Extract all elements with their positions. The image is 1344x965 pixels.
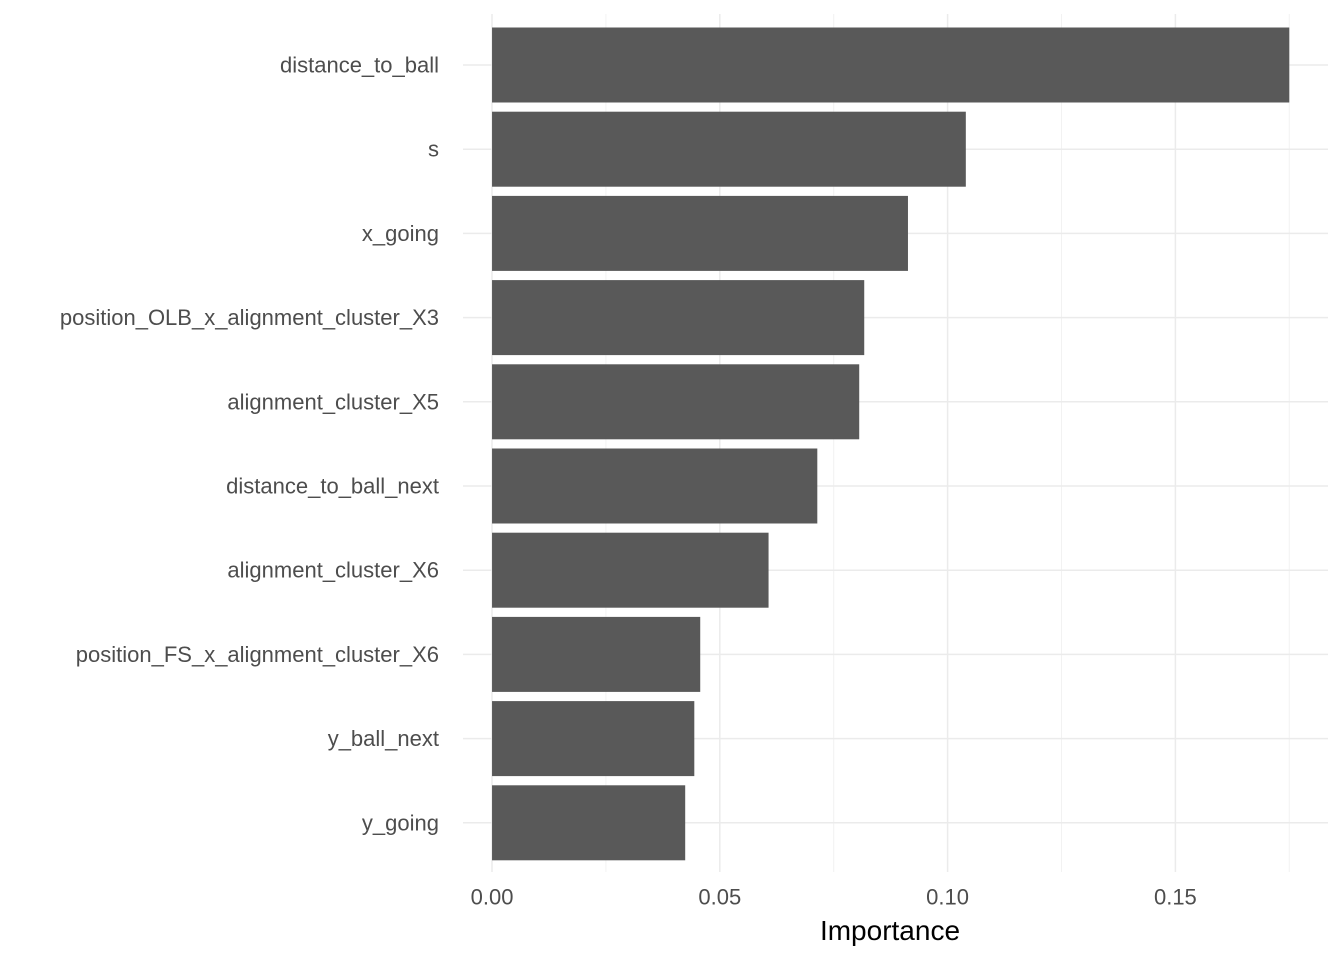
x-tick-label: 0.10 <box>926 885 969 910</box>
bar-y-going <box>492 785 686 861</box>
x-tick-label: 0.00 <box>471 885 514 910</box>
x-tick-label: 0.05 <box>698 885 741 910</box>
bar-x-going <box>492 195 908 271</box>
bar-y-ball-next <box>492 701 695 777</box>
y-tick-label: alignment_cluster_X5 <box>227 389 439 414</box>
bar-alignment-cluster-x6 <box>492 532 769 608</box>
bar-distance-to-ball <box>492 27 1290 103</box>
y-tick-label: y_going <box>362 810 439 835</box>
bar-position-fs-x-alignment-cluster-x6 <box>492 616 701 692</box>
y-tick-label: s <box>428 137 439 162</box>
y-tick-label: position_OLB_x_alignment_cluster_X3 <box>60 305 439 330</box>
y-tick-label: x_going <box>362 221 439 246</box>
bar-s <box>492 111 966 187</box>
y-tick-label: y_ball_next <box>328 726 439 751</box>
bar-alignment-cluster-x5 <box>492 364 860 440</box>
x-axis-title: Importance <box>820 915 960 946</box>
bar-position-olb-x-alignment-cluster-x3 <box>492 280 865 356</box>
y-tick-label: distance_to_ball <box>280 53 439 78</box>
x-axis-labels: 0.00 0.05 0.10 0.15 <box>471 885 1197 910</box>
y-tick-label: distance_to_ball_next <box>226 474 439 499</box>
y-tick-label: position_FS_x_alignment_cluster_X6 <box>76 642 439 667</box>
bars <box>492 27 1290 861</box>
bar-distance-to-ball-next <box>492 448 818 524</box>
x-tick-label: 0.15 <box>1154 885 1197 910</box>
y-tick-label: alignment_cluster_X6 <box>227 558 439 583</box>
